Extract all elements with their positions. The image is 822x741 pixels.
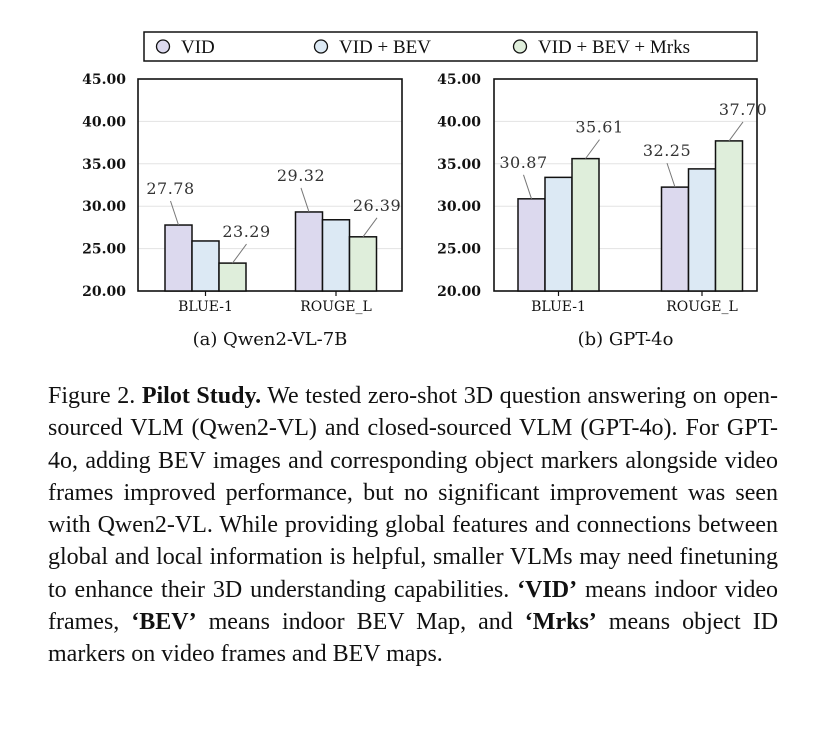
bar: [164, 224, 193, 292]
y-tick-label: 40.00: [82, 114, 126, 130]
legend-marker: [512, 39, 528, 54]
legend-label: VID + BEV + Mrks: [538, 37, 690, 58]
data-label-leader: [362, 217, 378, 238]
chart-panel-gpt: 20.00 25.00 30.00 35.00 40.00 45.00 BLUE-1 ROUG…: [437, 72, 767, 350]
bar: [218, 262, 247, 292]
plot-frame: [137, 78, 403, 292]
panel-subcaption: (a) Qwen2-VL-7B: [193, 329, 348, 350]
data-label: 35.61: [575, 118, 623, 137]
bar: [517, 198, 546, 292]
data-label-leader: [523, 174, 532, 199]
y-tick-label: 45.00: [437, 72, 481, 88]
bar: [321, 219, 351, 292]
plot-frame: [493, 78, 758, 292]
bar: [687, 168, 717, 292]
data-label: 26.39: [353, 196, 401, 215]
caption-text-4: means object ID markers on video frames …: [48, 609, 779, 668]
bar: [571, 157, 600, 292]
x-category-label: BLUE-1: [531, 299, 586, 315]
caption-term-bev: ‘BEV’: [131, 609, 197, 636]
y-tick-label: 20.00: [437, 284, 481, 300]
panel-subcaption: (b) GPT-4o: [578, 329, 674, 350]
data-label-leader: [585, 139, 600, 159]
caption-figure-label: Figure 2.: [48, 383, 136, 409]
y-tick-label: 25.00: [437, 242, 481, 258]
y-tick-label: 40.00: [437, 114, 481, 130]
y-tick-label: 35.00: [82, 157, 126, 173]
chart-panel-qwen: 20.00 25.00 30.00 35.00 40.00 45.00 BLUE-1 ROUG…: [82, 72, 403, 350]
caption-text-1: We tested zero-shot 3D question answerin…: [48, 383, 778, 603]
y-tick-label: 35.00: [437, 157, 481, 173]
legend-marker: [155, 39, 171, 54]
data-label: 27.78: [146, 179, 194, 198]
figure-caption: Figure 2. Pilot Study. We tested zero-sh…: [48, 380, 778, 671]
x-category-label: BLUE-1: [178, 299, 233, 315]
legend: VID VID + BEV VID + BEV + Mrks: [143, 31, 758, 62]
bar: [544, 176, 573, 292]
x-category-label: ROUGE_L: [300, 299, 372, 315]
legend-box: [143, 31, 758, 62]
caption-text-3: means indoor BEV Map, and: [208, 609, 513, 636]
legend-marker: [313, 39, 329, 54]
data-label-leader: [232, 243, 247, 264]
caption-text-2: means indoor video frames,: [48, 576, 779, 636]
y-tick-label: 20.00: [82, 284, 126, 300]
bar: [294, 211, 324, 292]
caption-bold-title: Pilot Study.: [141, 383, 262, 409]
y-tick-label: 30.00: [82, 199, 126, 215]
y-tick-label: 30.00: [437, 199, 481, 215]
data-label: 29.32: [277, 166, 325, 185]
data-label-leader: [728, 121, 744, 142]
y-tick-label: 45.00: [82, 72, 126, 88]
data-label: 32.25: [643, 141, 691, 160]
data-label: 37.70: [719, 100, 767, 119]
legend-label: VID: [181, 37, 215, 58]
data-label-leader: [170, 200, 179, 226]
bar: [348, 236, 378, 292]
y-tick-label: 25.00: [82, 242, 126, 258]
x-category-label: ROUGE_L: [666, 299, 738, 315]
figure-canvas: VID VID + BEV VID + BEV + Mrks 20.00 25.00 3…: [82, 31, 767, 350]
caption-term-vid: ‘VID’: [517, 576, 578, 603]
data-label-leader: [300, 187, 310, 213]
legend-label: VID + BEV: [339, 37, 431, 58]
data-label: 30.87: [499, 153, 547, 172]
bar: [714, 140, 744, 292]
caption-term-mrks: ‘Mrks’: [524, 609, 597, 636]
bar: [191, 240, 220, 292]
bar: [660, 186, 690, 292]
data-label: 23.29: [222, 222, 270, 241]
data-label-leader: [666, 162, 676, 188]
